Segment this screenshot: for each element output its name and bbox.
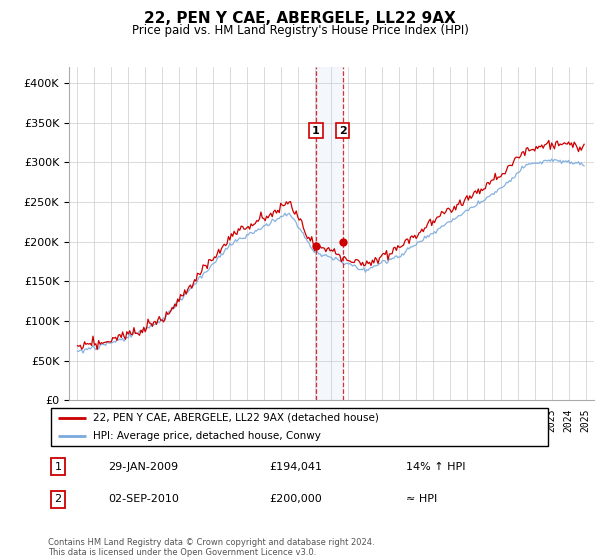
Text: 1: 1 — [312, 125, 320, 136]
Text: 14% ↑ HPI: 14% ↑ HPI — [406, 461, 466, 472]
FancyBboxPatch shape — [50, 408, 548, 446]
Text: 22, PEN Y CAE, ABERGELE, LL22 9AX: 22, PEN Y CAE, ABERGELE, LL22 9AX — [144, 11, 456, 26]
Text: ≈ HPI: ≈ HPI — [406, 494, 437, 505]
Text: 22, PEN Y CAE, ABERGELE, LL22 9AX (detached house): 22, PEN Y CAE, ABERGELE, LL22 9AX (detac… — [94, 413, 379, 423]
Text: 02-SEP-2010: 02-SEP-2010 — [109, 494, 179, 505]
Text: 1: 1 — [55, 461, 62, 472]
Text: £194,041: £194,041 — [270, 461, 323, 472]
Text: Price paid vs. HM Land Registry's House Price Index (HPI): Price paid vs. HM Land Registry's House … — [131, 24, 469, 36]
Text: 29-JAN-2009: 29-JAN-2009 — [109, 461, 179, 472]
Text: 2: 2 — [339, 125, 347, 136]
Text: Contains HM Land Registry data © Crown copyright and database right 2024.
This d: Contains HM Land Registry data © Crown c… — [48, 538, 374, 557]
Text: HPI: Average price, detached house, Conwy: HPI: Average price, detached house, Conw… — [94, 431, 321, 441]
Text: 2: 2 — [55, 494, 62, 505]
Bar — [316, 67, 343, 400]
Text: £200,000: £200,000 — [270, 494, 323, 505]
